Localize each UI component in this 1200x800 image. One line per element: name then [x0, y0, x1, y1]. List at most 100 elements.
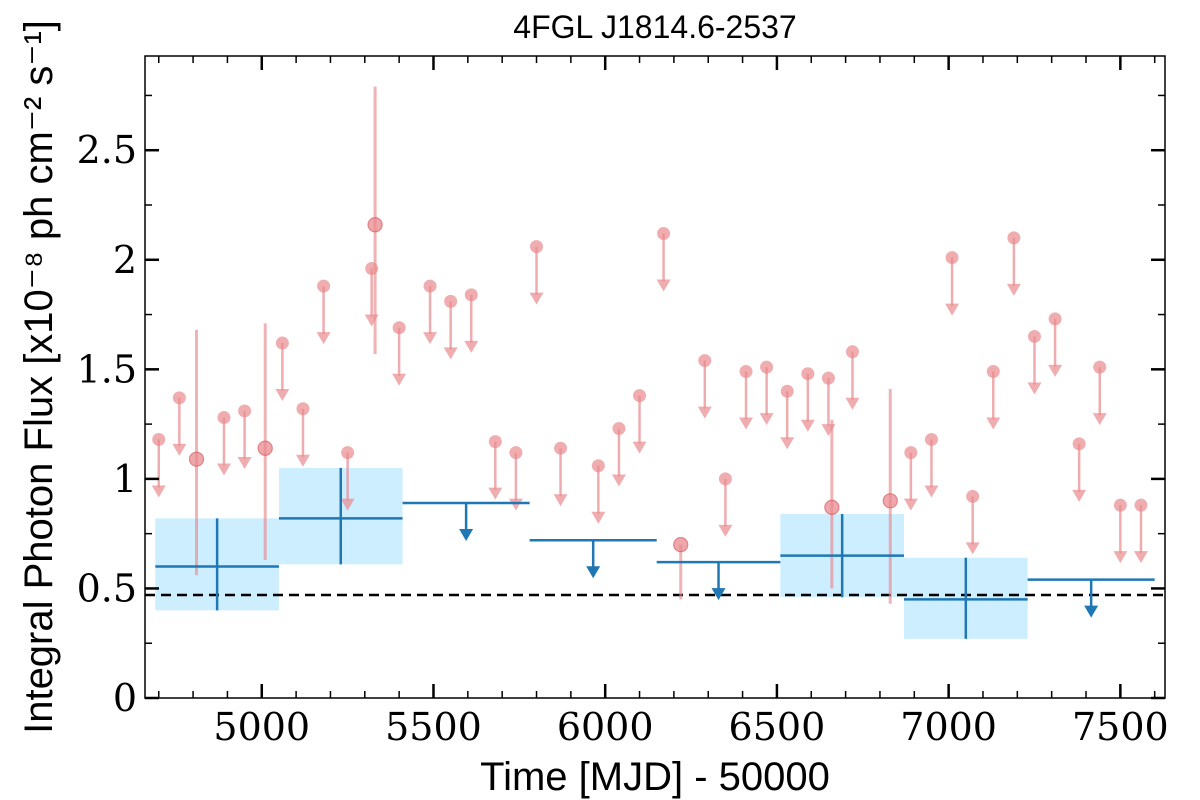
short-bin-upper-limit-arrow	[443, 347, 458, 360]
short-bin-layer	[151, 86, 1148, 604]
x-tick-label: 6500	[729, 705, 826, 749]
short-bin-upper-limit-point	[760, 360, 774, 374]
short-bin-upper-limit-arrow	[611, 474, 626, 487]
short-bin-upper-limit-point	[530, 240, 544, 254]
short-bin-upper-limit-point	[464, 288, 478, 302]
x-tick-label: 5000	[213, 705, 310, 749]
short-bin-upper-limit-point	[821, 371, 835, 385]
short-bin-upper-limit-arrow	[945, 303, 960, 316]
short-bin-upper-limit-arrow	[845, 397, 860, 410]
short-bin-upper-limit-arrow	[1113, 551, 1128, 564]
y-tick-label: 1	[113, 457, 137, 501]
short-bin-upper-limit-arrow	[151, 485, 166, 498]
y-tick-label: 2.5	[77, 128, 137, 172]
short-bin-upper-limit-arrow	[464, 340, 479, 353]
short-bin-upper-limit-point	[275, 336, 289, 350]
short-bin-detection-point	[824, 499, 840, 515]
short-bin-upper-limit-arrow	[488, 487, 503, 500]
axes-layer: 5000 5500 6000 6500 7000 7500 0 0.5 1 1.5 2 2.5	[77, 55, 1169, 749]
short-bin-detection-point	[882, 493, 898, 509]
plot-frame	[144, 55, 1166, 699]
short-bin-upper-limit-point	[904, 446, 918, 460]
short-bin-upper-limit-arrow	[508, 498, 523, 511]
short-bin-upper-limit-point	[657, 226, 671, 240]
short-bin-upper-limit-arrow	[780, 437, 795, 450]
x-axis-label: Time [MJD] - 50000	[480, 755, 830, 799]
short-bin-upper-limit-point	[152, 432, 166, 446]
short-bin-upper-limit-point	[488, 435, 502, 449]
long-bin-upper-limit-arrow	[1084, 605, 1099, 618]
short-bin-upper-limit-arrow	[172, 443, 187, 456]
short-bin-upper-limit-point	[591, 459, 605, 473]
short-bin-upper-limit-point	[801, 367, 815, 381]
short-bin-upper-limit-point	[172, 391, 186, 405]
short-bin-detection-point	[367, 217, 383, 233]
short-bin-upper-limit-point	[739, 365, 753, 379]
short-bin-upper-limit-arrow	[237, 456, 252, 469]
short-bin-upper-limit-arrow	[924, 485, 939, 498]
short-bin-upper-limit-arrow	[216, 463, 231, 476]
short-bin-upper-limit-point	[1093, 360, 1107, 374]
short-bin-upper-limit-point	[317, 279, 331, 293]
short-bin-upper-limit-arrow	[903, 498, 918, 511]
short-bin-upper-limit-point	[845, 345, 859, 359]
short-bin-upper-limit-point	[1134, 498, 1148, 512]
short-bin-upper-limit-arrow	[1133, 551, 1148, 564]
short-bin-upper-limit-arrow	[275, 389, 290, 402]
short-bin-upper-limit-point	[1072, 437, 1086, 451]
short-bin-upper-limit-point	[554, 441, 568, 455]
short-bin-upper-limit-point	[238, 404, 252, 418]
x-tick-label: 5500	[385, 705, 482, 749]
y-tick-label: 1.5	[77, 347, 137, 391]
short-bin-upper-limit-point	[1113, 498, 1127, 512]
short-bin-upper-limit-arrow	[340, 498, 355, 511]
short-bin-upper-limit-point	[341, 446, 355, 460]
short-bin-upper-limit-point	[945, 251, 959, 265]
short-bin-upper-limit-arrow	[1006, 283, 1021, 296]
short-bin-upper-limit-arrow	[392, 373, 407, 386]
short-bin-upper-limit-point	[392, 321, 406, 335]
long-bin-upper-limit-arrow	[711, 588, 726, 601]
short-bin-upper-limit-point	[1048, 312, 1062, 326]
short-bin-upper-limit-arrow	[697, 406, 712, 419]
short-bin-upper-limit-arrow	[1027, 382, 1042, 395]
x-tick-label: 7000	[900, 705, 997, 749]
short-bin-detection-point	[257, 440, 273, 456]
short-bin-upper-limit-point	[423, 279, 437, 293]
short-bin-upper-limit-arrow	[1048, 364, 1063, 377]
short-bin-upper-limit-arrow	[800, 419, 815, 432]
short-bin-upper-limit-point	[633, 389, 647, 403]
long-bin-upper-limit-arrow	[586, 566, 601, 579]
short-bin-upper-limit-arrow	[1092, 413, 1107, 426]
short-bin-upper-limit-arrow	[591, 511, 606, 524]
short-bin-upper-limit-point	[718, 472, 732, 486]
short-bin-upper-limit-point	[966, 489, 980, 503]
short-bin-upper-limit-point	[444, 294, 458, 308]
long-bin-upper-limit-arrow	[459, 528, 474, 541]
short-bin-upper-limit-arrow	[632, 441, 647, 454]
y-tick-label: 0.5	[77, 566, 137, 610]
x-tick-label: 6000	[557, 705, 654, 749]
short-bin-upper-limit-arrow	[423, 332, 438, 345]
short-bin-upper-limit-arrow	[759, 413, 774, 426]
short-bin-upper-limit-arrow	[656, 279, 671, 292]
short-bin-upper-limit-arrow	[529, 292, 544, 305]
y-axis-label: Integral Photon Flux [x10⁻⁸ ph cm⁻² s⁻¹]	[17, 20, 61, 734]
short-bin-upper-limit-point	[612, 421, 626, 435]
short-bin-detection-point	[673, 537, 689, 553]
short-bin-upper-limit-point	[1027, 329, 1041, 343]
short-bin-upper-limit-point	[986, 365, 1000, 379]
short-bin-upper-limit-point	[924, 432, 938, 446]
short-bin-upper-limit-point	[296, 402, 310, 416]
short-bin-upper-limit-point	[509, 446, 523, 460]
short-bin-upper-limit-arrow	[986, 417, 1001, 430]
short-bin-upper-limit-arrow	[965, 542, 980, 555]
short-bin-upper-limit-arrow	[295, 454, 310, 467]
short-bin-upper-limit-point	[780, 384, 794, 398]
chart-title: 4FGL J1814.6-2537	[513, 9, 796, 45]
short-bin-detection-point	[188, 451, 205, 467]
y-tick-label: 0	[113, 676, 137, 720]
